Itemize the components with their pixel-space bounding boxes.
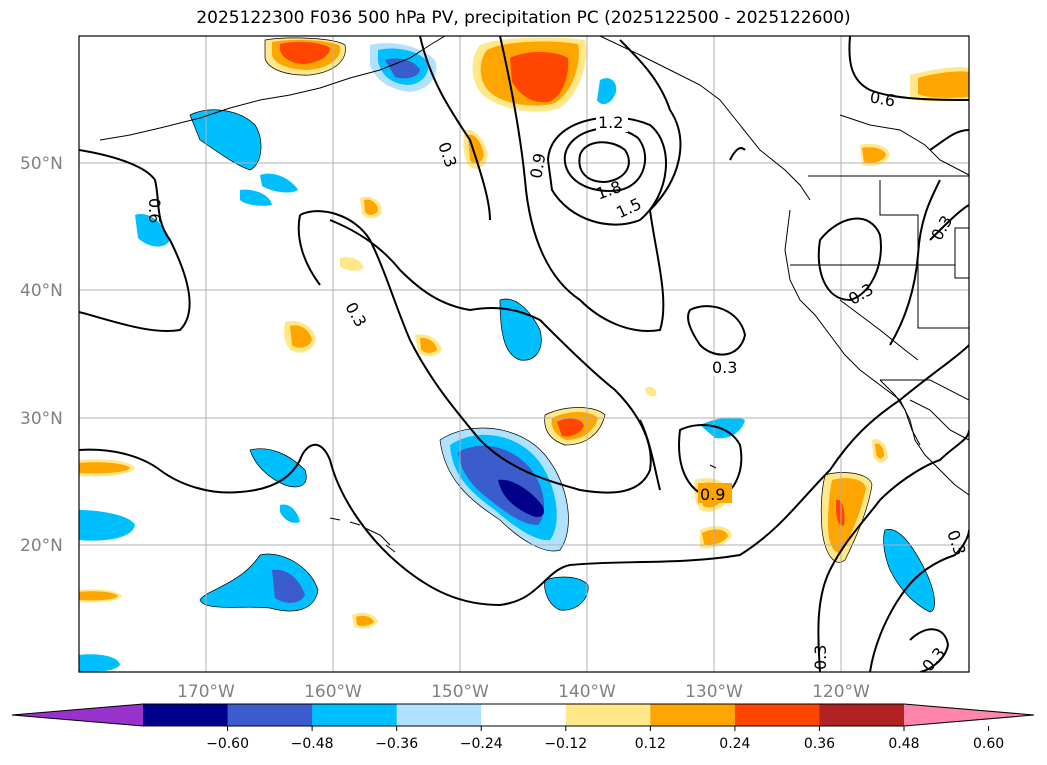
- lat-axis: 50°N 40°N 30°N 20°N: [20, 154, 63, 556]
- colorbar-tick-label: 0.24: [719, 736, 750, 752]
- contour-label: 1.2: [598, 113, 623, 132]
- colorbar-cell: [650, 704, 736, 726]
- lat-label-40n: 40°N: [20, 281, 63, 301]
- pv-contours: [79, 36, 969, 672]
- lon-label-160w: 160°W: [304, 682, 362, 702]
- colorbar-tick-label: −0.12: [544, 736, 587, 752]
- contour-label: 0.3: [811, 645, 830, 670]
- precip-outlines: [189, 37, 935, 613]
- colorbar-cell: [396, 704, 482, 726]
- colorbar-tick-label: −0.24: [460, 736, 503, 752]
- lon-label-120w: 120°W: [812, 682, 870, 702]
- colorbar-extend-low: [12, 704, 143, 726]
- lat-label-20n: 20°N: [20, 536, 63, 556]
- figure-title: 2025122300 F036 500 hPa PV, precipitatio…: [196, 8, 851, 28]
- colorbar-extend-high: [904, 704, 1034, 726]
- colorbar-cell: [312, 704, 398, 726]
- colorbar-tick-label: 0.48: [888, 736, 919, 752]
- colorbar-tick-label: −0.60: [206, 736, 249, 752]
- lon-label-140w: 140°W: [558, 682, 616, 702]
- lon-label-170w: 170°W: [177, 682, 235, 702]
- colorbar-tick-label: 0.36: [804, 736, 835, 752]
- colorbar-cell: [734, 704, 820, 726]
- lon-label-150w: 150°W: [431, 682, 489, 702]
- colorbar: −0.60 −0.48 −0.36 −0.24 −0.12 0.12 0.24 0.36 0.4…: [11, 703, 1035, 752]
- colorbar-outline: [11, 703, 1035, 727]
- colorbar-cell: [481, 704, 567, 726]
- contour-label: 0.6: [868, 87, 896, 110]
- lat-label-30n: 30°N: [20, 409, 63, 429]
- colorbar-cell: [227, 704, 313, 726]
- colorbar-tick-label: −0.36: [375, 736, 418, 752]
- map-frame: [78, 35, 970, 673]
- lat-label-50n: 50°N: [20, 154, 63, 174]
- contour-label: 0.9: [526, 152, 549, 180]
- colorbar-tick-label: −0.48: [291, 736, 334, 752]
- lon-label-130w: 130°W: [685, 682, 743, 702]
- contour-label: 0.9: [700, 485, 725, 504]
- lon-axis: 170°W 160°W 150°W 140°W 130°W 120°W: [177, 682, 870, 702]
- colorbar-cell: [819, 704, 905, 726]
- colorbar-cell: [143, 704, 229, 726]
- colorbar-cell: [565, 704, 651, 726]
- colorbar-tick-label: 0.60: [973, 736, 1004, 752]
- colorbar-tick-label: 0.12: [635, 736, 666, 752]
- contour-label: 0.6: [145, 198, 164, 223]
- contour-label: 0.3: [712, 358, 737, 377]
